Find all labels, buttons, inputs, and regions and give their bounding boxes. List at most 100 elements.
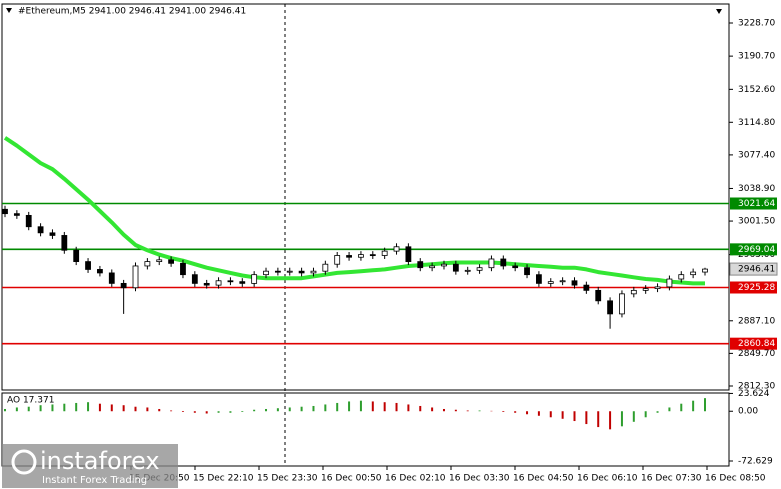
y-tick-label: 3152.60 [738,85,775,95]
candle-body [535,274,542,284]
candle-body [322,263,329,272]
y-tick-label: 3038.90 [738,184,775,194]
candle-body [73,249,80,262]
scroll-arrow [716,9,722,14]
candle-body [310,270,317,274]
candle-body [358,254,364,258]
candle-body [180,262,186,276]
candle-body [571,280,578,286]
level-label: 2860.84 [738,339,775,349]
candle-body [464,269,471,272]
x-tick-label: 15 Dec 23:30 [257,474,318,484]
y-tick-label: 3190.70 [738,52,775,62]
ao-y-tick-label: 23.624 [738,389,770,399]
candle-body [559,280,566,283]
y-tick-label: 2812.30 [738,381,775,391]
logo-box [2,444,178,488]
x-tick-label: 16 Dec 08:50 [705,474,766,484]
x-tick-label: 16 Dec 03:30 [449,474,510,484]
candle-body [49,232,56,236]
candle-body [369,254,376,257]
ao-y-tick-label: -72.629 [738,457,773,467]
candle-body [25,214,32,228]
candle-body [191,274,198,284]
plot-layer: 3228.70 3190.70 3152.60 3114.80 3077.40 3038.… [2,19,778,484]
candle-body [512,265,519,269]
candle-body [690,271,697,276]
candle-body [108,272,115,284]
y-tick-label: 2887.10 [738,316,775,326]
candle-body [13,213,20,216]
logo-tagline: Instant Forex Trading [42,475,147,486]
current-price-label: 2946.41 [738,265,775,275]
candle-body [417,261,424,269]
y-tick-label: 3001.50 [738,217,775,227]
candle-body [630,289,637,295]
candle-body [595,289,602,302]
candle-body [441,263,447,267]
y-tick-label: 3077.40 [738,150,775,160]
level-label-box [730,337,777,350]
level-label: 2925.28 [738,283,775,293]
moving-average [3,136,705,286]
ao-y-tick-label: 0.00 [738,407,758,417]
candle-body [298,270,305,274]
logo-name: instaforex [40,447,160,475]
level-label-box [730,243,777,256]
candle-body [452,263,459,272]
candle-body [488,258,495,269]
level-label-box [730,197,777,210]
candle-body [286,270,293,273]
chart-title: #Ethereum,M5 2941.00 2946.41 2941.00 294… [18,7,246,17]
candle-body [607,300,613,315]
x-tick-label: 16 Dec 02:10 [385,474,446,484]
level-label: 3021.64 [738,199,775,209]
candle-body [334,255,341,265]
x-tick-label: 16 Dec 06:10 [577,474,638,484]
logo: instaforex Instant Forex Trading [2,444,178,488]
candle-body [168,259,175,264]
candle-body [547,281,554,284]
candle-body [156,259,163,262]
x-tick-label: 15 Dec 22:10 [193,474,254,484]
candle-body [97,269,103,274]
candle-body [500,258,507,267]
ao-label: AO 17.371 [7,396,54,406]
candle-body [678,274,685,280]
ao-panel [1,392,730,467]
main-panel [1,3,730,391]
y-tick-label: 2849.70 [738,349,775,359]
candle-body [144,261,151,267]
candle-body [583,284,590,291]
candle-body [85,261,91,270]
y-tick-label: 3114.80 [738,118,775,128]
candle-body [381,250,388,256]
candle-body [251,274,258,284]
x-tick-label: 16 Dec 00:50 [321,474,382,484]
x-tick-label: 16 Dec 07:30 [641,474,702,484]
candle-body [120,282,127,289]
candle-body [2,208,8,215]
candle-body [239,281,246,284]
candle-body [37,226,44,234]
collapse-arrow [6,8,12,13]
candle-body [132,265,139,289]
candle-body [393,246,400,252]
level-label-box [730,281,777,294]
candle-body [702,268,708,273]
candle-body [263,270,269,276]
candle-body [203,282,210,286]
candle-body [429,265,436,269]
candle-body [476,267,483,271]
candle-body [405,246,412,262]
level-label: 2969.04 [738,245,775,255]
candle-body [274,270,281,273]
candle-body [642,288,649,291]
x-tick-label: 16 Dec 04:50 [513,474,574,484]
candle-body [654,286,661,290]
current-price-box [729,262,778,276]
candle-body [619,293,625,315]
candle-body [215,280,222,286]
